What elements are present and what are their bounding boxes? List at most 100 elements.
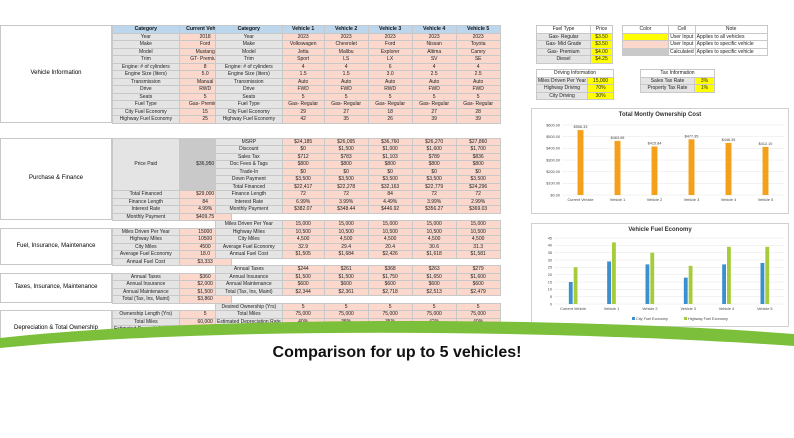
data-label: $477.35	[685, 134, 699, 138]
legend-swatch	[684, 317, 687, 320]
vehicle-2-value: 1.5	[323, 70, 369, 79]
vehicle-1-value: 72	[281, 190, 325, 199]
table-row: Transmission Auto Auto Auto Auto Auto	[215, 77, 501, 86]
vehicle-1-value: $0	[281, 167, 325, 176]
table-row: Sales Tax $712 $783 $1,103 $789 $836	[215, 152, 501, 161]
vehicle-5-value: Toyota	[455, 40, 501, 49]
vehicle-3-value: $1,000	[367, 145, 413, 154]
cell-legend-table: Color Cell Note User Input Applies to all ve…	[622, 25, 768, 56]
vehicle-5-value: 4	[455, 62, 501, 71]
vehicle-5-value: 28	[455, 107, 501, 116]
table-row: Finance Length 84	[112, 197, 232, 206]
row-label: Annual Maintenance	[112, 287, 180, 296]
vehicle-5-value: $27,860	[455, 137, 501, 146]
bar	[573, 267, 578, 304]
section-label: Depreciation & Total Ownership	[14, 325, 98, 332]
vehicle-2-value: 4,500	[323, 235, 369, 244]
legend-cell-type: Calculated	[668, 47, 696, 56]
row-label: City Fuel Economy	[112, 107, 180, 116]
vehicle-2-value: 72	[323, 190, 369, 199]
vehicle-1-value: $0	[281, 145, 325, 154]
vehicle-4-value: $2,513	[411, 287, 457, 296]
data-label: $463.98	[611, 136, 625, 140]
vehicle-2-value: $600	[323, 280, 369, 289]
header-category: Category	[215, 25, 283, 34]
spacer	[216, 123, 501, 138]
header-vehicle-1: Vehicle 1	[281, 25, 325, 34]
row-label: Annual Insurance	[112, 280, 180, 289]
row-label: Total (Tax, Ins, Maint)	[112, 295, 180, 304]
vehicle-5-value: SE	[455, 55, 501, 64]
vehicle-3-value: $1,750	[367, 272, 413, 281]
row-label: Transmission	[215, 77, 283, 86]
row-label: Highway Miles	[215, 227, 283, 236]
vehicle-4-value: $600	[411, 280, 457, 289]
row-label: Annual Insurance	[215, 272, 283, 281]
spacer	[113, 221, 232, 229]
vehicle-2-value: 29.4	[323, 242, 369, 251]
table-row: Drive RWD	[112, 85, 232, 94]
section-taxes: Taxes, Insurance, Maintenance	[0, 272, 112, 303]
current-value: $3,333	[178, 257, 232, 266]
vehicle-4-value: $0	[411, 167, 457, 176]
row-label: Highway Fuel Economy	[112, 115, 180, 124]
vehicle-4-value: $356.27	[411, 205, 457, 214]
vehicle-1-value: $1,505	[281, 250, 325, 259]
vehicle-3-value: 20.4	[367, 242, 413, 251]
vehicle-4-value: FWD	[411, 85, 457, 94]
vehicle-1-value: 5	[281, 302, 325, 311]
ownership-cost-plot: $0.00 $100.00 $200.00 $300.00 $400.00 $500.00…	[546, 123, 784, 202]
vehicle-4-value: $1,600	[411, 145, 457, 154]
vehicle-2-value: FWD	[323, 85, 369, 94]
vehicle-3-value: $368	[367, 265, 413, 274]
table-row: Transmission Manual	[112, 77, 232, 86]
section-vehicle-info: Vehicle Information	[0, 25, 112, 123]
vehicle-3-value: $0	[367, 167, 413, 176]
fuel-price: $3.50	[590, 40, 613, 49]
vehicle-5-value: Gas- Regular	[455, 100, 501, 109]
section-label: Purchase & Finance	[28, 175, 84, 182]
vehicle-5-value: 39	[455, 115, 501, 124]
y-tick-label: $600.00	[546, 123, 560, 127]
vehicle-3-value: $600	[367, 280, 413, 289]
table-row: Highway Miles 10500	[112, 235, 232, 244]
legend-note: Applies to specific vehicle	[694, 47, 768, 56]
vehicle-1-value: $244	[281, 265, 325, 274]
legend-color-swatch	[622, 47, 669, 56]
x-tick-label: Vehicle 4	[721, 198, 736, 202]
row-label: Finance Length	[215, 190, 283, 199]
table-row: Drive FWD FWD RWD FWD FWD	[215, 85, 501, 94]
row-label: Annual Maintenance	[215, 280, 283, 289]
vehicle-3-value: 4.49%	[367, 197, 413, 206]
current-vehicle-table: Category Current Vehicle Year 2018 Make Ford M…	[112, 25, 232, 349]
row-label: Monthly Payment	[112, 212, 180, 221]
table-row: Model Jetta Malibu Explorer Altima Camry	[215, 47, 501, 56]
table-row: Make Volkswagen Chevrolet Ford Nissan Toyota	[215, 40, 501, 49]
vehicle-2-value: $348.44	[323, 205, 369, 214]
header-vehicle-2: Vehicle 2	[323, 25, 369, 34]
vehicle-2-value: Auto	[323, 77, 369, 86]
vehicle-5-value: $24,296	[455, 182, 501, 191]
vehicle-3-value: 10,500	[367, 227, 413, 236]
bar	[722, 264, 726, 304]
bar	[762, 146, 769, 195]
header-price: Price	[590, 25, 613, 34]
table-row: Make Ford	[112, 40, 232, 49]
vehicle-1-value: 15,000	[281, 220, 325, 229]
row-label: Total (Tax, Ins, Maint)	[215, 287, 283, 296]
vehicle-5-value: $800	[455, 160, 501, 169]
y-tick-label: 10	[548, 288, 552, 292]
vehicle-1-value: $800	[281, 160, 325, 169]
vehicle-5-value: $1,700	[455, 145, 501, 154]
table-row: Year 2023 2023 2023 2023 2023	[215, 32, 501, 41]
row-label: Average Fuel Economy	[112, 250, 180, 259]
y-tick-label: 35	[548, 251, 552, 255]
vehicle-1-value: 29	[281, 107, 325, 116]
vehicle-4-value: 10,500	[411, 227, 457, 236]
row-label: Highway Fuel Economy	[215, 115, 283, 124]
vehicle-3-value: 18	[367, 107, 413, 116]
vehicle-4-value: $1,618	[411, 250, 457, 259]
vehicle-1-value: $600	[281, 280, 325, 289]
vehicle-1-value: 4,500	[281, 235, 325, 244]
vehicle-5-value: 5	[455, 92, 501, 101]
